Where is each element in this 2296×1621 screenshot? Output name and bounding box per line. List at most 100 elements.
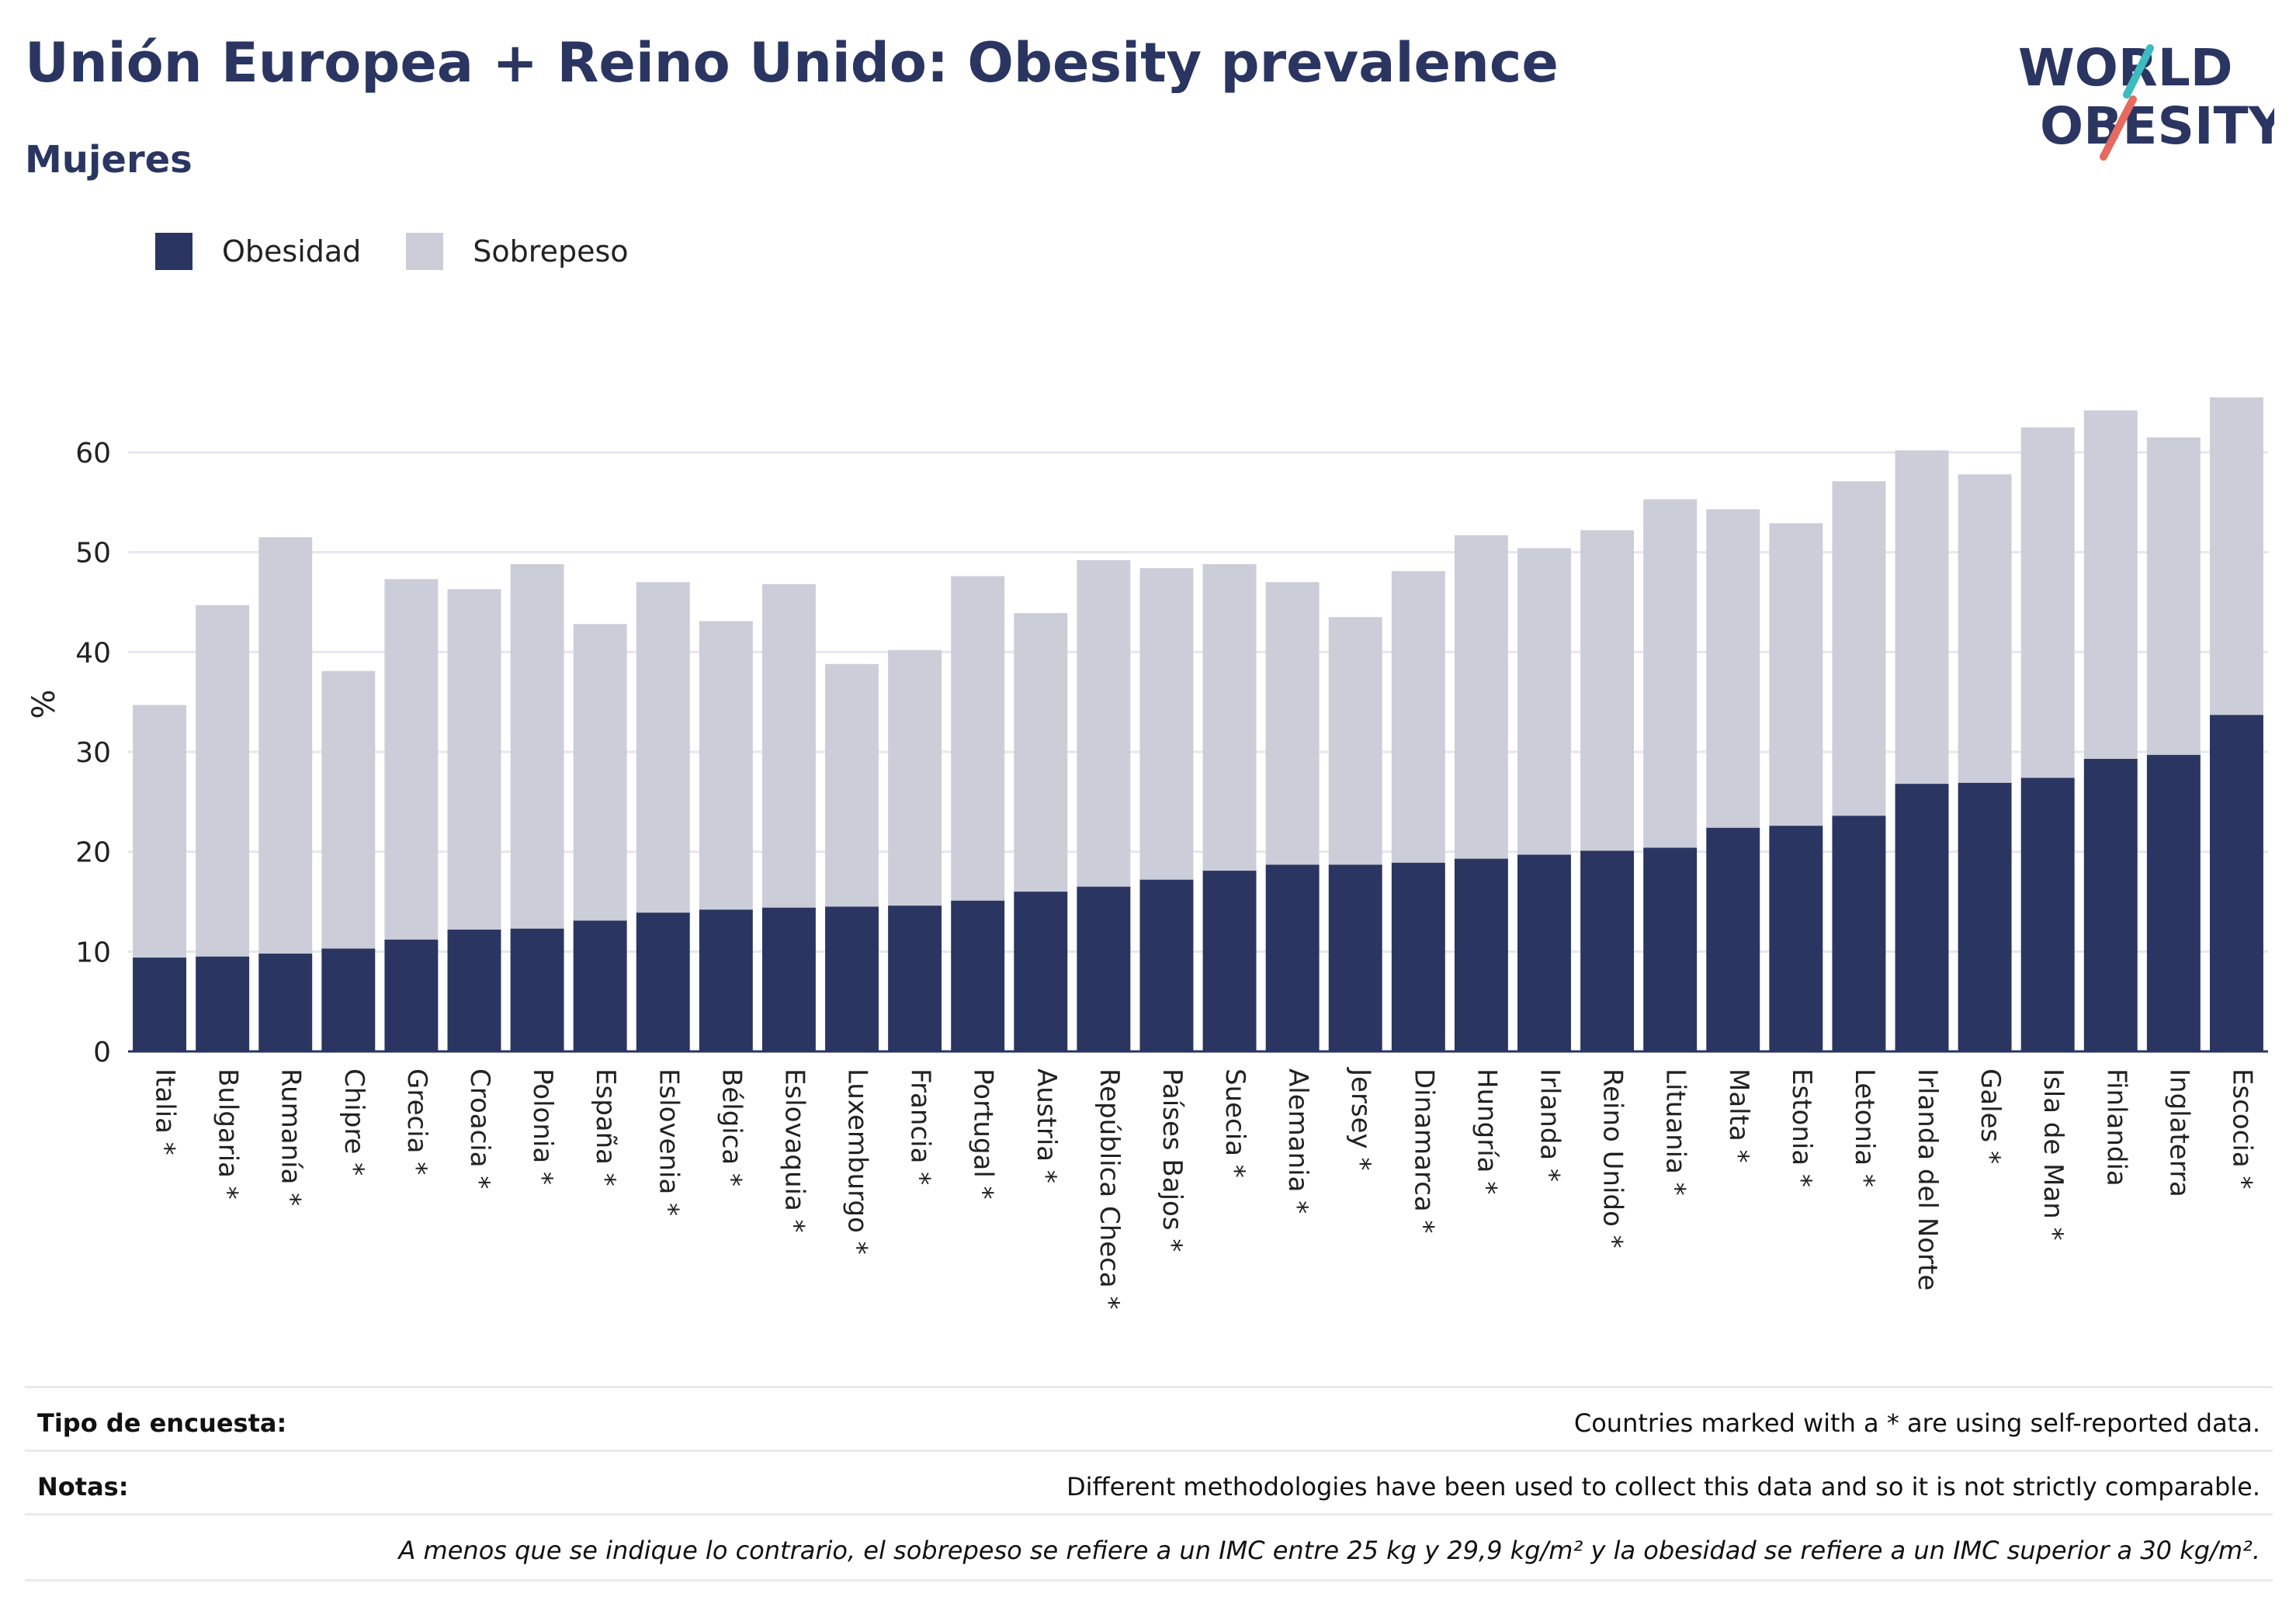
x-tick-label-13: Portugal *	[968, 1069, 999, 1200]
bar-obesidad-28	[1895, 784, 1949, 1051]
bar-sobrepeso-8	[636, 582, 690, 913]
bar-sobrepeso-27	[1832, 481, 1886, 816]
y-tick-label-20: 20	[75, 837, 111, 869]
logo-word-obesity: OBESITY	[2040, 96, 2274, 156]
bar-sobrepeso-3	[321, 670, 376, 949]
x-tick-label-11: Luxemburgo *	[842, 1069, 873, 1255]
legend-label-sobrepeso: Sobrepeso	[473, 234, 629, 268]
bar-obesidad-6	[510, 928, 564, 1051]
bar-obesidad-25	[1706, 827, 1760, 1051]
bar-sobrepeso-32	[2146, 437, 2201, 755]
page-subtitle: Mujeres	[25, 138, 192, 182]
bar-sobrepeso-2	[258, 537, 313, 954]
x-tick-label-2: Rumanía *	[276, 1069, 307, 1206]
bar-obesidad-17	[1202, 871, 1257, 1051]
world-obesity-logo: WORLD OBESITY	[2018, 38, 2274, 161]
bar-sobrepeso-31	[2083, 410, 2138, 759]
bar-sobrepeso-7	[573, 624, 627, 921]
bar-obesidad-24	[1643, 847, 1698, 1051]
bar-obesidad-0	[133, 958, 187, 1051]
x-tick-label-3: Chipre *	[338, 1069, 369, 1176]
footer-row-survey: Tipo de encuesta: Countries marked with …	[25, 1386, 2273, 1452]
bar-obesidad-8	[636, 913, 690, 1051]
bar-sobrepeso-21	[1454, 535, 1508, 859]
legend-swatch-obesidad	[155, 233, 192, 270]
x-tick-label-24: Lituania *	[1660, 1069, 1691, 1196]
bar-sobrepeso-29	[1958, 474, 2012, 783]
x-tick-label-8: Eslovenia *	[653, 1069, 684, 1216]
x-tick-label-15: República Checa *	[1094, 1069, 1125, 1310]
legend-label-obesidad: Obesidad	[222, 234, 362, 268]
legend-item-obesidad[interactable]: Obesidad	[155, 233, 361, 270]
bmi-definition: A menos que se indique lo contrario, el …	[398, 1536, 2260, 1565]
survey-type-label: Tipo de encuesta:	[37, 1408, 287, 1438]
x-tick-label-25: Malta *	[1723, 1069, 1754, 1163]
bar-obesidad-32	[2146, 754, 2201, 1051]
bar-obesidad-30	[2020, 778, 2075, 1051]
legend-item-sobrepeso[interactable]: Sobrepeso	[406, 233, 629, 270]
bar-obesidad-27	[1832, 816, 1886, 1051]
bar-obesidad-5	[447, 930, 501, 1051]
x-tick-label-12: Francia *	[905, 1069, 936, 1185]
bar-sobrepeso-10	[761, 584, 816, 908]
bar-obesidad-14	[1014, 892, 1068, 1051]
bar-sobrepeso-16	[1139, 568, 1194, 880]
notes-value: Different methodologies have been used t…	[1066, 1472, 2260, 1502]
bar-obesidad-9	[699, 909, 753, 1051]
x-tick-label-23: Reino Unido *	[1597, 1069, 1628, 1249]
x-tick-label-30: Isla de Man *	[2038, 1069, 2069, 1241]
bar-obesidad-2	[258, 953, 313, 1051]
bar-obesidad-12	[888, 906, 942, 1051]
bar-sobrepeso-11	[825, 663, 879, 907]
bar-obesidad-29	[1958, 782, 2012, 1051]
bar-sobrepeso-13	[951, 576, 1005, 901]
bar-sobrepeso-33	[2209, 397, 2263, 715]
bar-sobrepeso-6	[510, 564, 564, 929]
bar-sobrepeso-0	[133, 705, 187, 958]
bar-obesidad-15	[1077, 886, 1131, 1051]
x-tick-label-19: Jersey *	[1345, 1067, 1376, 1170]
bar-sobrepeso-15	[1077, 559, 1131, 887]
bar-obesidad-22	[1517, 854, 1571, 1051]
x-tick-label-9: Bélgica *	[716, 1069, 747, 1186]
logo-word-world: WORLD	[2018, 38, 2233, 98]
x-tick-label-27: Letonia *	[1849, 1069, 1880, 1187]
bar-obesidad-1	[196, 956, 250, 1051]
x-tick-label-28: Irlanda del Norte	[1912, 1069, 1943, 1290]
y-tick-label-40: 40	[75, 637, 111, 669]
bar-sobrepeso-25	[1706, 509, 1760, 828]
bar-sobrepeso-18	[1265, 582, 1320, 865]
y-tick-label-60: 60	[75, 438, 111, 469]
y-tick-label-50: 50	[75, 538, 111, 570]
bar-obesidad-19	[1328, 864, 1382, 1051]
stacked-bar-chart: 0 10 20 30 40 50 60% Italia * Bulgaria * Rumanía …	[26, 397, 2268, 1310]
x-tick-label-16: Países Bajos *	[1157, 1069, 1188, 1252]
bar-sobrepeso-19	[1328, 617, 1382, 865]
bar-obesidad-23	[1580, 850, 1635, 1051]
x-tick-label-33: Escocia *	[2226, 1069, 2257, 1189]
bar-sobrepeso-23	[1580, 530, 1635, 851]
y-tick-label-30: 30	[75, 737, 111, 769]
chart-legend: Obesidad Sobrepeso	[155, 233, 674, 270]
bar-sobrepeso-14	[1014, 613, 1068, 892]
x-tick-label-14: Austria *	[1031, 1069, 1062, 1183]
y-axis-label: %	[26, 689, 62, 719]
y-tick-label-10: 10	[75, 937, 111, 968]
bar-obesidad-20	[1391, 862, 1445, 1051]
bar-obesidad-33	[2209, 715, 2263, 1051]
x-tick-label-6: Polonia *	[527, 1069, 558, 1185]
bar-sobrepeso-24	[1643, 499, 1698, 848]
footer-row-notes: Notas: Different methodologies have been…	[25, 1450, 2273, 1515]
x-tick-label-26: Estonia *	[1786, 1069, 1817, 1187]
x-tick-label-21: Hungría *	[1471, 1069, 1502, 1194]
x-tick-label-22: Irlanda *	[1534, 1069, 1565, 1182]
x-tick-label-29: Gales *	[1975, 1069, 2006, 1164]
bar-sobrepeso-30	[2020, 427, 2075, 778]
bar-sobrepeso-17	[1202, 564, 1257, 871]
footer-row-definition: A menos que se indique lo contrario, el …	[25, 1513, 2273, 1581]
notes-label: Notas:	[37, 1472, 129, 1502]
bar-obesidad-26	[1769, 826, 1823, 1051]
x-tick-label-31: Finlandia	[2100, 1069, 2131, 1186]
x-tick-label-4: Grecia *	[401, 1069, 432, 1175]
survey-type-value: Countries marked with a * are using self…	[1573, 1408, 2260, 1438]
